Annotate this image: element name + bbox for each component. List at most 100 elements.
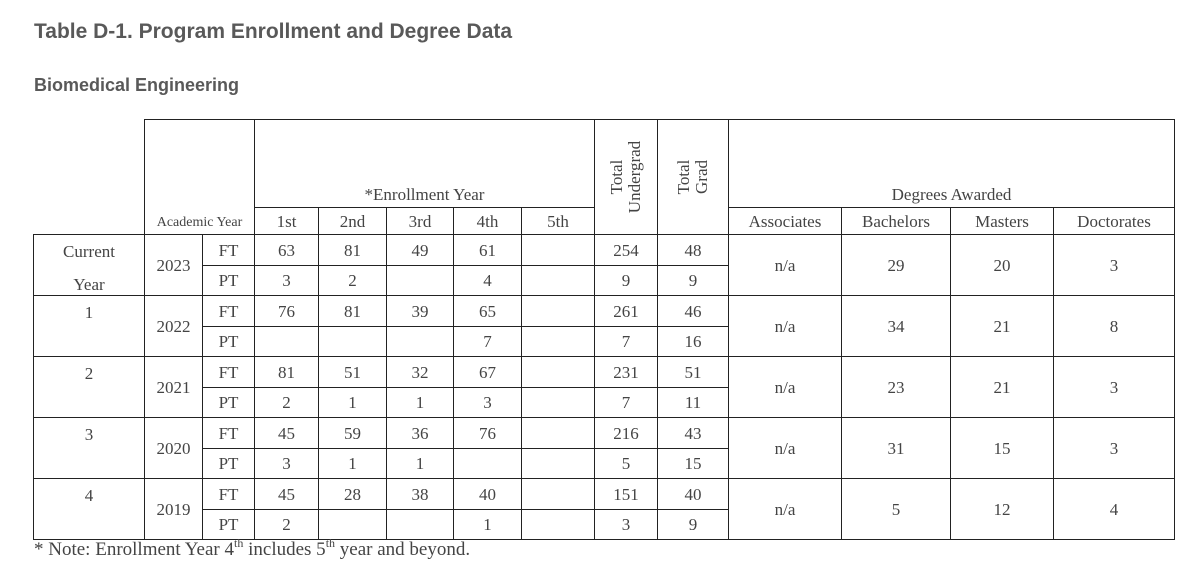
status-pt: PT	[202, 387, 255, 418]
enroll-4th-ft: 65	[453, 295, 522, 327]
header-row-sub: 1st 2nd 3rd 4th 5th Associates Bachelors…	[34, 207, 1175, 235]
enroll-2nd-pt	[318, 509, 387, 540]
status-pt: PT	[202, 448, 255, 479]
enroll-1st-ft: 63	[254, 234, 319, 266]
enroll-4th-ft: 40	[453, 478, 522, 510]
enroll-4th-pt	[453, 448, 522, 479]
academic-year-header: Academic Year	[144, 119, 255, 235]
degrees-doctorates: 3	[1053, 417, 1175, 479]
enroll-4th-pt: 3	[453, 387, 522, 418]
table-row-pt: PT 2 1 1 3 7 11	[34, 387, 1175, 418]
enroll-5th-pt	[521, 387, 595, 418]
table-row-ft: 4 2019 FT 45 28 38 40 151 40 n/a 5 12 4	[33, 478, 1175, 540]
row-label-top: 2	[84, 364, 94, 383]
footnote-sup-1: th	[234, 536, 244, 550]
enroll-4th-pt: 4	[453, 265, 522, 296]
total-undergrad-pt: 5	[594, 448, 658, 479]
table-row-ft: 2 2021 FT 81 51 32 67 231 51 n/a 23 21 3	[33, 356, 1175, 418]
row-label-top: 1	[84, 303, 94, 322]
enroll-4th-ft: 61	[453, 234, 522, 266]
enroll-1st-pt: 2	[254, 509, 319, 540]
degrees-masters: 20	[950, 234, 1054, 296]
enroll-3rd-pt	[386, 326, 454, 357]
enrollment-year-header: *Enrollment Year	[254, 119, 595, 208]
status-pt: PT	[202, 326, 255, 357]
enroll-2nd-ft: 81	[318, 295, 387, 327]
total-grad-pt: 15	[657, 448, 729, 479]
degrees-bachelors: 5	[841, 478, 951, 540]
total-undergrad-pt: 3	[594, 509, 658, 540]
enroll-2nd-pt: 1	[318, 387, 387, 418]
blank-corner-sub	[34, 208, 145, 235]
enroll-1st-pt: 2	[254, 387, 319, 418]
enroll-3rd-ft: 38	[386, 478, 454, 510]
enroll-5th-ft	[521, 234, 595, 266]
total-grad-pt: 11	[657, 387, 729, 418]
enroll-2nd-pt	[318, 326, 387, 357]
total-undergrad-pt: 7	[594, 387, 658, 418]
enroll-1st-ft: 45	[254, 417, 319, 449]
enroll-3rd-pt: 1	[386, 448, 454, 479]
row-label-top: 4	[84, 486, 94, 505]
enroll-4th-pt: 1	[453, 509, 522, 540]
degrees-doctorates: 3	[1053, 356, 1175, 418]
degree-col-bachelors: Bachelors	[841, 207, 951, 235]
table-row-ft: 1 2022 FT 76 81 39 65 261 46 n/a 34 21 8	[33, 295, 1175, 357]
total-undergrad-label: Total Undergrad	[607, 140, 644, 214]
enroll-3rd-ft: 49	[386, 234, 454, 266]
total-undergrad-ft: 254	[594, 234, 658, 266]
enroll-1st-ft: 76	[254, 295, 319, 327]
enroll-3rd-pt: 1	[386, 387, 454, 418]
status-pt: PT	[202, 509, 255, 540]
total-grad-ft: 48	[657, 234, 729, 266]
enrollment-col-3rd: 3rd	[386, 207, 454, 235]
status-pt: PT	[202, 265, 255, 296]
degrees-masters: 21	[950, 356, 1054, 418]
degrees-associates: n/a	[728, 478, 842, 540]
degrees-bachelors: 34	[841, 295, 951, 357]
enroll-5th-pt	[521, 326, 595, 357]
table-row-pt: PT 3 1 1 5 15	[34, 448, 1175, 479]
degrees-doctorates: 8	[1053, 295, 1175, 357]
degree-col-doctorates: Doctorates	[1053, 207, 1175, 235]
enroll-3rd-pt	[386, 509, 454, 540]
table-row-pt: PT 2 1 3 9	[34, 509, 1175, 540]
enroll-5th-ft	[521, 478, 595, 510]
row-label: 1	[33, 295, 145, 357]
enroll-5th-pt	[521, 448, 595, 479]
status-ft: FT	[202, 478, 255, 510]
total-undergrad-ft: 261	[594, 295, 658, 327]
total-grad-ft: 46	[657, 295, 729, 327]
degrees-associates: n/a	[728, 356, 842, 418]
total-grad-label: Total Grad	[674, 159, 711, 195]
enrollment-col-1st: 1st	[254, 207, 319, 235]
blank-corner	[34, 120, 145, 208]
total-grad-ft: 43	[657, 417, 729, 449]
table-row-ft: 3 2020 FT 45 59 36 76 216 43 n/a 31 15 3	[33, 417, 1175, 479]
status-ft: FT	[202, 234, 255, 266]
enroll-3rd-ft: 36	[386, 417, 454, 449]
academic-year: 2023	[144, 234, 203, 296]
enroll-5th-pt	[521, 509, 595, 540]
enroll-4th-ft: 67	[453, 356, 522, 388]
degrees-bachelors: 29	[841, 234, 951, 296]
academic-year: 2022	[144, 295, 203, 357]
enrollment-degree-table: Academic Year *Enrollment Year Total Und…	[33, 119, 1175, 540]
degrees-associates: n/a	[728, 417, 842, 479]
status-ft: FT	[202, 295, 255, 327]
program-name: Biomedical Engineering	[34, 75, 240, 95]
header-row-top: Academic Year *Enrollment Year Total Und…	[34, 119, 1175, 235]
total-grad-pt: 16	[657, 326, 729, 357]
enroll-1st-pt	[254, 326, 319, 357]
total-undergrad-ft: 231	[594, 356, 658, 388]
degrees-masters: 21	[950, 295, 1054, 357]
degree-col-masters: Masters	[950, 207, 1054, 235]
enroll-4th-pt: 7	[453, 326, 522, 357]
enroll-3rd-ft: 32	[386, 356, 454, 388]
total-grad-pt: 9	[657, 265, 729, 296]
total-undergrad-header: Total Undergrad	[594, 119, 658, 235]
degrees-doctorates: 4	[1053, 478, 1175, 540]
footnote-sup-2: th	[325, 536, 336, 550]
status-ft: FT	[202, 417, 255, 449]
total-undergrad-ft: 216	[594, 417, 658, 449]
